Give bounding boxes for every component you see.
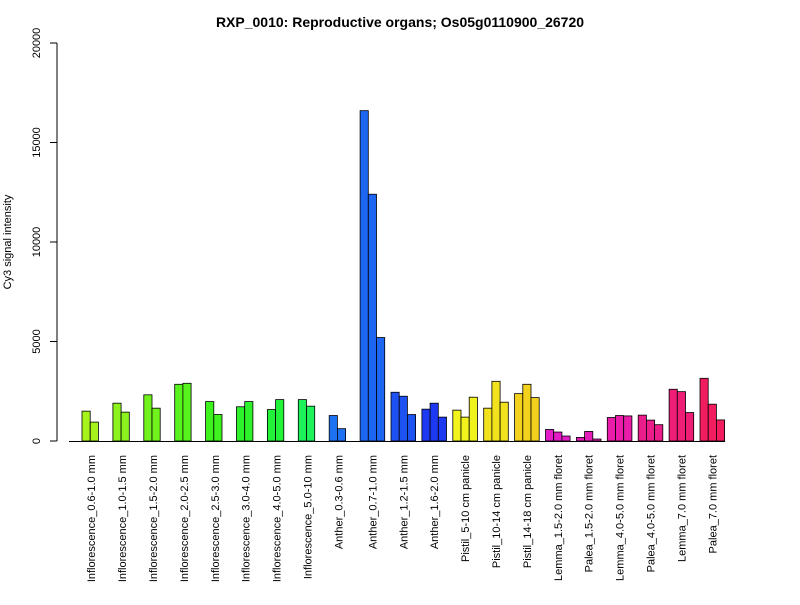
x-tick-label: Pistil_14-18 cm panicle	[522, 455, 534, 568]
bar	[328, 415, 338, 442]
bar	[646, 419, 656, 442]
bar	[685, 412, 695, 442]
y-axis: 0 5000 10000 15000 20000	[31, 28, 58, 444]
bar	[297, 399, 307, 442]
x-tick-label: Inflorescence_0.6-1.0 mm	[86, 455, 98, 582]
bar	[213, 414, 223, 442]
x-tick-label: Palea_4.0-5.0 mm floret	[646, 455, 658, 572]
y-tick-label: 5000	[31, 329, 43, 353]
bar	[606, 417, 616, 442]
bar	[275, 399, 285, 442]
x-tick-label: Palea_1.5-2.0 mm floret	[584, 455, 596, 572]
x-tick-label: Lemma_4.0-5.0 mm floret	[615, 455, 627, 581]
x-tick-label: Pistil_10-14 cm panicle	[491, 455, 503, 568]
bar	[398, 395, 408, 442]
x-axis-labels: Inflorescence_0.6-1.0 mm Inflorescence_1.…	[86, 455, 719, 582]
x-tick-label: Anther_1.6-2.0 mm	[429, 455, 441, 549]
bar	[460, 416, 470, 442]
bar	[120, 411, 130, 442]
bar	[576, 437, 586, 442]
bar	[112, 402, 122, 442]
y-tick-label: 20000	[31, 28, 43, 59]
bar	[716, 419, 726, 442]
bar	[499, 401, 509, 442]
bar	[514, 393, 524, 442]
bar	[623, 415, 633, 442]
bar	[676, 391, 686, 442]
bar	[182, 382, 192, 442]
bar	[205, 401, 215, 442]
chart-title: RXP_0010: Reproductive organs; Os05g0110…	[216, 14, 584, 30]
bar	[530, 397, 540, 442]
bar	[174, 383, 184, 442]
bar	[553, 431, 563, 442]
x-tick-label: Anther_1.2-1.5 mm	[398, 455, 410, 549]
bar	[81, 410, 91, 442]
y-tick-label: 15000	[31, 127, 43, 158]
x-tick-label: Inflorescence_2.0-2.5 mm	[179, 455, 191, 582]
x-tick-label: Lemma_7.0 mm floret	[676, 455, 688, 562]
bar	[336, 428, 346, 442]
bar	[491, 380, 501, 442]
bar	[376, 337, 386, 442]
bar	[654, 424, 664, 442]
bar	[306, 405, 316, 442]
x-tick-label: Inflorescence_1.5-2.0 mm	[148, 455, 160, 582]
bar	[390, 391, 400, 442]
bar	[637, 414, 647, 442]
bar	[452, 409, 462, 442]
bar	[143, 394, 153, 442]
bar	[522, 383, 532, 442]
x-tick-label: Inflorescence_5.0-10 mm	[303, 455, 315, 579]
bar	[584, 431, 594, 442]
bar	[699, 377, 709, 442]
bars	[81, 110, 726, 442]
bar	[266, 409, 276, 442]
x-tick-label: Anther_0.3-0.6 mm	[333, 455, 345, 549]
bar	[359, 110, 369, 442]
bar	[545, 429, 555, 442]
x-tick-label: Lemma_1.5-2.0 mm floret	[553, 455, 565, 581]
bar	[707, 403, 717, 442]
x-tick-label: Pistil_5-10 cm panicle	[460, 455, 472, 562]
bar	[437, 416, 447, 442]
bar	[615, 415, 625, 442]
x-tick-label: Inflorescence_4.0-5.0 mm	[272, 455, 284, 582]
bar	[561, 435, 571, 442]
bar	[592, 438, 602, 442]
bar	[668, 388, 678, 442]
x-tick-label: Palea_7.0 mm floret	[707, 455, 719, 553]
y-axis-label: Cy3 signal intensity	[2, 194, 14, 289]
x-tick-label: Inflorescence_3.0-4.0 mm	[241, 455, 253, 582]
bar	[236, 406, 246, 442]
bar	[468, 396, 478, 442]
x-tick-label: Anther_0.7-1.0 mm	[367, 455, 379, 549]
bar	[89, 421, 99, 442]
bar	[483, 407, 493, 442]
y-tick-label: 0	[31, 438, 43, 444]
x-tick-label: Inflorescence_2.5-3.0 mm	[210, 455, 222, 582]
bar	[244, 401, 254, 442]
bar	[367, 193, 377, 442]
bar	[151, 407, 161, 442]
bar	[406, 414, 416, 442]
bar	[421, 408, 431, 442]
bar	[429, 402, 439, 442]
x-tick-label: Inflorescence_1.0-1.5 mm	[117, 455, 129, 582]
y-tick-label: 10000	[31, 227, 43, 258]
